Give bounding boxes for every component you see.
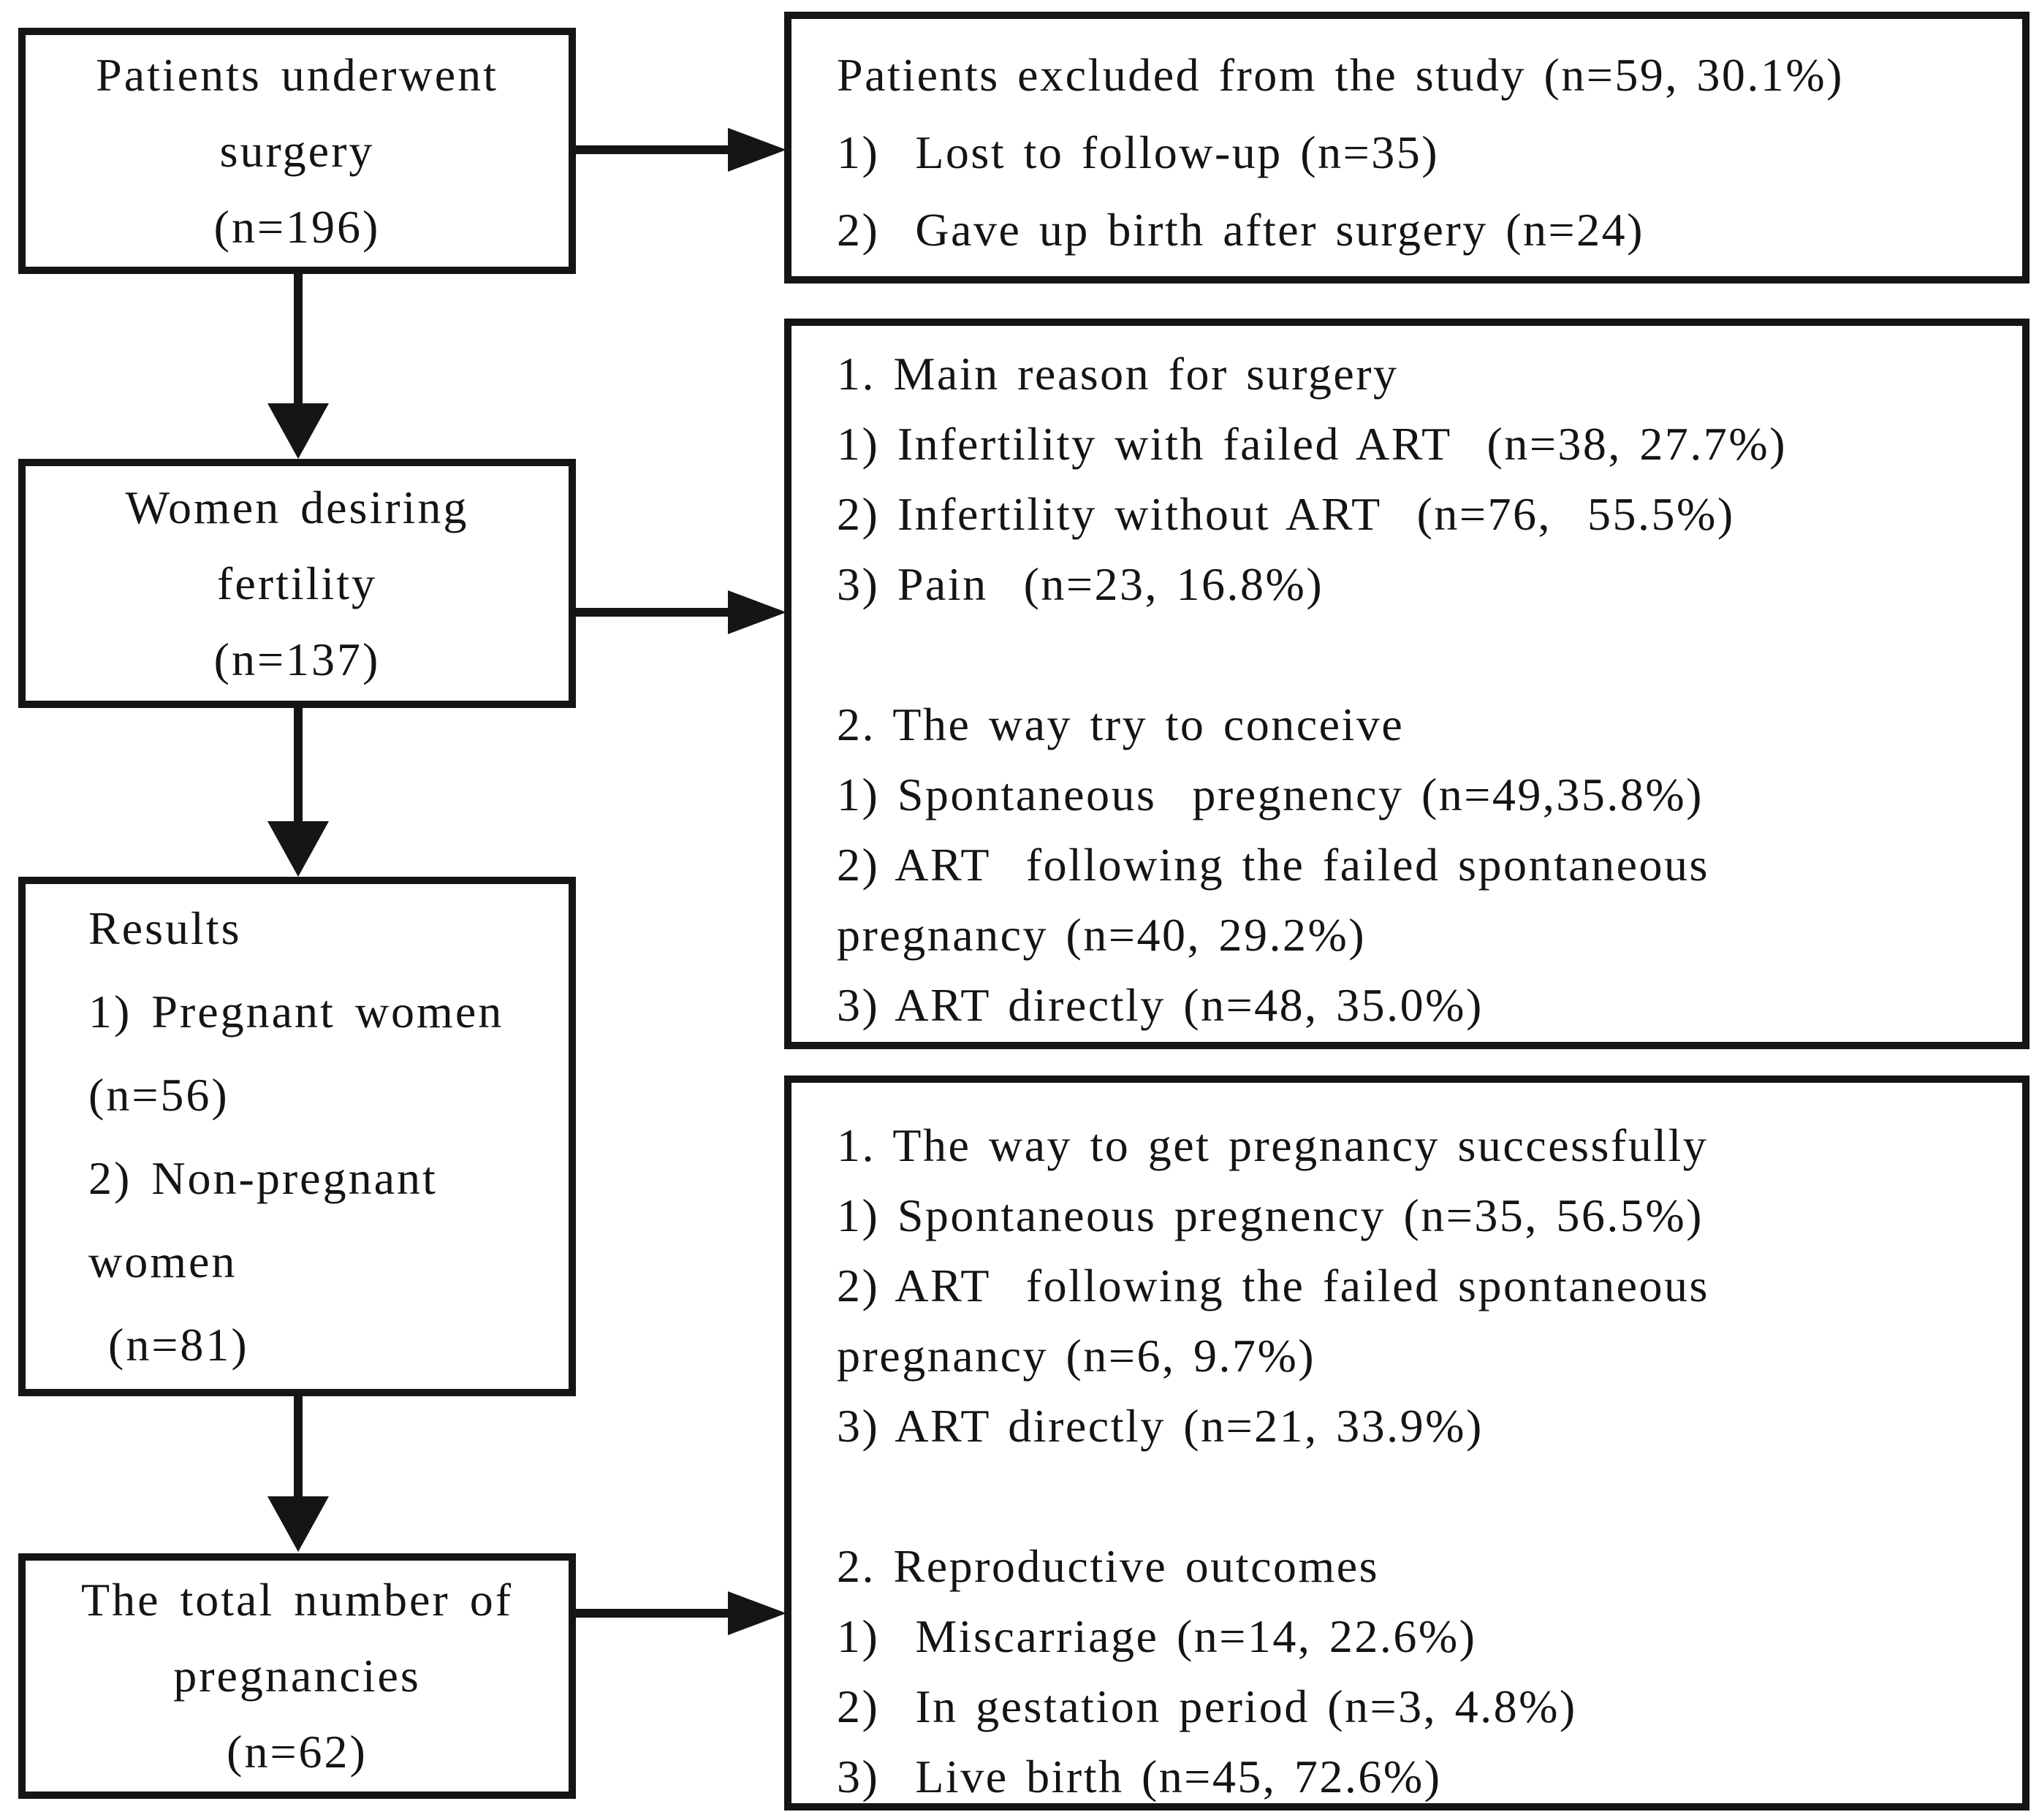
text-line: pregnancy (n=6, 9.7%) [837, 1330, 1316, 1382]
box-patients-underwent-surgery: Patients underwent surgery (n=196) [18, 28, 576, 274]
text-line: fertility [217, 557, 377, 609]
text-line [837, 1461, 2015, 1531]
arrow-down-head [267, 821, 329, 877]
text-line: 2) Gave up birth after surgery (n=24) [837, 204, 1644, 256]
text-line: 1) Lost to follow-up (n=35) [837, 126, 1439, 178]
text-line: Results [88, 902, 242, 954]
text-line: 3) ART directly (n=48, 35.0%) [837, 979, 1484, 1031]
text-line: Women desiring [125, 481, 469, 533]
text-line: Patients underwent [96, 48, 498, 101]
text-line: 2) ART following the failed spontaneous [837, 1260, 1709, 1311]
text-line: (n=137) [213, 633, 381, 685]
arrow-down-head [267, 1496, 329, 1552]
text-line: 1) Pregnant women [88, 985, 504, 1037]
text-line: women [88, 1235, 238, 1287]
text-line: 2. The way try to conceive [837, 698, 1405, 750]
text-line: 3) Pain (n=23, 16.8%) [837, 558, 1324, 610]
text-line: Patients excluded from the study (n=59, … [837, 49, 1844, 101]
box-total-number-of-pregnancies: The total number of pregnancies (n=62) [18, 1553, 576, 1799]
arrow-right-shaft [574, 1609, 729, 1618]
text-line: 1) Spontaneous pregnency (n=35, 56.5%) [837, 1189, 1704, 1241]
arrow-down-shaft [294, 706, 303, 823]
text-line: 1) Miscarriage (n=14, 22.6%) [837, 1610, 1477, 1662]
text-line: (n=62) [227, 1726, 368, 1778]
arrow-down-shaft [294, 272, 303, 405]
arrow-right-shaft [574, 145, 729, 154]
arrow-down-head [267, 403, 329, 459]
box-surgery-reason-and-conception-way: 1. Main reason for surgery 1) Infertility… [784, 319, 2029, 1049]
box-results: Results 1) Pregnant women (n=56) 2) Non-pre… [18, 877, 576, 1396]
text-line: (n=81) [88, 1318, 249, 1371]
text-line: 2) In gestation period (n=3, 4.8%) [837, 1680, 1577, 1732]
text-line: surgery [219, 124, 375, 177]
text-line: 2) Infertility without ART (n=76, 55.5%) [837, 488, 1735, 540]
text-line [837, 620, 2015, 690]
text-line: 1) Infertility with failed ART (n=38, 27… [837, 418, 1788, 470]
text-line: 2) Non-pregnant [88, 1151, 438, 1204]
text-line: 3) ART directly (n=21, 33.9%) [837, 1400, 1484, 1452]
text-line: 2) ART following the failed spontaneous [837, 839, 1709, 891]
text-line: pregnancies [173, 1650, 421, 1702]
box-women-desiring-fertility: Women desiring fertility (n=137) [18, 459, 576, 708]
box-pregnancy-way-and-reproductive-outcomes: 1. The way to get pregnancy successfully… [784, 1075, 2029, 1811]
arrow-right-head [728, 1591, 786, 1635]
arrow-right-shaft [574, 608, 729, 617]
arrow-right-head [728, 128, 786, 172]
arrow-down-shaft [294, 1394, 303, 1498]
text-line: pregnancy (n=40, 29.2%) [837, 909, 1367, 961]
arrow-right-head [728, 590, 786, 634]
text-line: 1. Main reason for surgery [837, 348, 1399, 400]
text-line: The total number of [80, 1574, 514, 1626]
text-line: 3) Live birth (n=45, 72.6%) [837, 1751, 1442, 1802]
text-line: (n=196) [213, 200, 381, 253]
text-line: 1) Spontaneous pregnency (n=49,35.8%) [837, 769, 1704, 820]
text-line: (n=56) [88, 1068, 229, 1121]
text-line: 2. Reproductive outcomes [837, 1540, 1380, 1592]
box-patients-excluded: Patients excluded from the study (n=59, … [784, 12, 2029, 283]
text-line: 1. The way to get pregnancy successfully [837, 1119, 1709, 1171]
